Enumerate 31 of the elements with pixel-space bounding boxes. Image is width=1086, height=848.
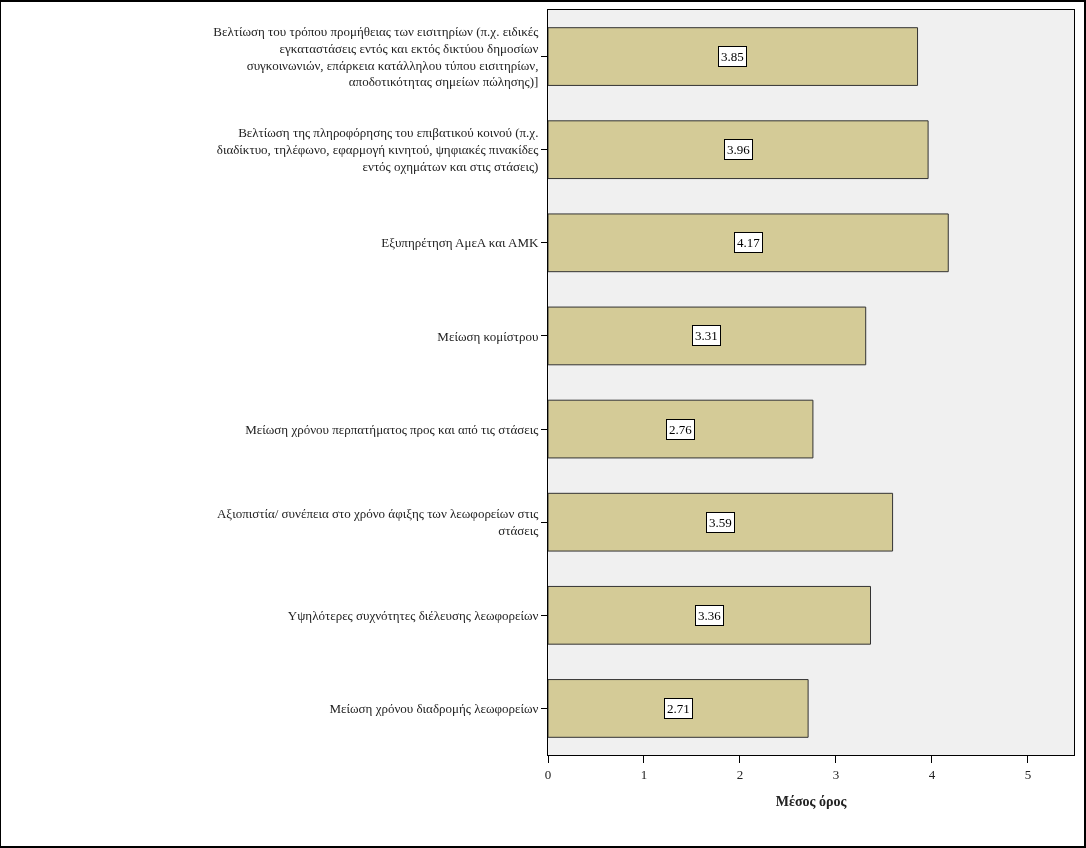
bar [548,585,872,645]
data-label: 3.85 [721,49,744,64]
y-tick-label: Υψηλότερες συχνότητες διέλευσης λεωφορείων [287,607,539,623]
data-label: 2.76 [669,422,693,437]
x-tick-label: 3 [832,766,840,782]
x-tick-label: 1 [640,766,648,782]
y-tick-label: Μείωση κομίστρου [437,328,539,344]
y-tick-label: Βελτίωση της πληροφόρησης του επιβατικού κοινού (π.χ. διαδίκτυο, τηλέφωνο, εφαρμογή κινητού, ψηφιακές πινακίδες εντός οχημάτων και στις στάσεις) [216,125,540,175]
data-label: 3.31 [695,328,718,343]
x-tick-label: 2 [736,766,744,782]
bar [548,213,949,273]
bar [548,306,867,366]
y-tick-label: Βελτίωση του τρόπου προμήθειας των εισιτηρίων (π.χ. ειδικές εγκαταστάσεις εντός και εκτός δικτύου δημοσίων συγκοινωνιών, επάρκεια κατάλληλου τύπου εισιτηρίων, αποδοτικότητας σημείων πώλησης)] [213,23,540,90]
data-label: 3.96 [727,142,751,157]
y-tick-label: Μείωση χρόνου περπατήματος προς και από τις στάσεις [245,421,540,437]
y-tick-label: Αξιοπιστία/ συνέπεια στο χρόνο άφιξης των λεωφορείων στις στάσεις [216,506,540,539]
data-label: 3.59 [709,515,732,530]
bar [548,399,814,459]
data-label: 3.36 [698,608,722,623]
bar [548,120,929,180]
x-axis-title: Μέσος όρος [775,793,848,809]
x-tick-label: 0 [544,766,552,782]
bar [548,492,894,552]
x-tick-label: 5 [1024,766,1032,782]
y-tick-label: Μείωση χρόνου διαδρομής λεωφορείων [329,700,539,716]
y-tick-label: Εξυπηρέτηση ΑμεΑ και ΑΜΚ [381,235,539,251]
data-label: 2.71 [667,701,690,716]
data-label: 4.17 [737,235,761,250]
bar [548,679,809,738]
bar [548,27,919,86]
x-tick-label: 4 [928,766,936,782]
